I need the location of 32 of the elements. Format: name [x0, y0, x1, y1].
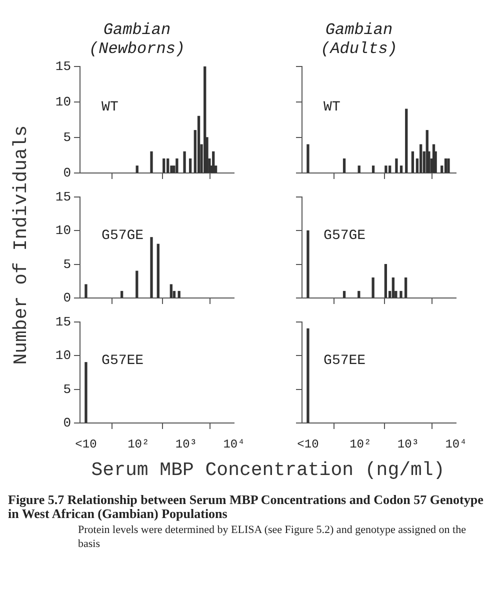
x-tick-label: 10⁴ [445, 437, 467, 452]
y-tick-label: 5 [63, 382, 71, 397]
text: Protein levels were determined by ELISA (see Figure 5.2) and genotype assigned on the basis [77, 523, 467, 551]
y-tick-label: 10 [55, 348, 71, 364]
y-tick-label: 0 [63, 290, 71, 306]
text: WT [102, 100, 118, 116]
x-tick-label: 10⁴ [223, 437, 245, 452]
y-tick-label: 10 [55, 223, 71, 238]
y-tick-label: 5 [63, 130, 71, 145]
y-tick-label: 0 [63, 165, 71, 180]
x-axis-title: Serum MBP Concentration (ng/ml) [90, 459, 446, 481]
text: G57GE [324, 228, 366, 244]
x-tick-label: <10 [75, 437, 97, 452]
chart-title: Gambian (Newborns) [88, 20, 186, 58]
text: WT [324, 100, 340, 116]
x-tick-label: 10² [128, 437, 150, 452]
y-tick-label: 10 [55, 94, 71, 110]
y-axis-title: Number of Individuals [9, 124, 33, 364]
text: G57EE [324, 353, 366, 370]
x-tick-label: <10 [297, 437, 319, 452]
x-tick-label: 10³ [175, 437, 198, 452]
y-tick-label: 5 [63, 256, 71, 272]
text: G57GE [102, 228, 144, 244]
y-tick-label: 15 [55, 189, 71, 204]
y-tick-label: 15 [55, 58, 71, 74]
y-tick-label: 0 [63, 415, 71, 430]
x-tick-label: 10³ [397, 437, 420, 452]
y-tick-label: 15 [55, 314, 71, 330]
chart-title: Gambian (Adults) [320, 20, 398, 58]
text: G57EE [102, 353, 144, 370]
x-tick-label: 10² [350, 437, 372, 452]
caption: Figure 5.7 Relationship between Serum MBP Concentrations and Codon 57 Genotype in West African (Gambian) Populations [8, 492, 484, 521]
